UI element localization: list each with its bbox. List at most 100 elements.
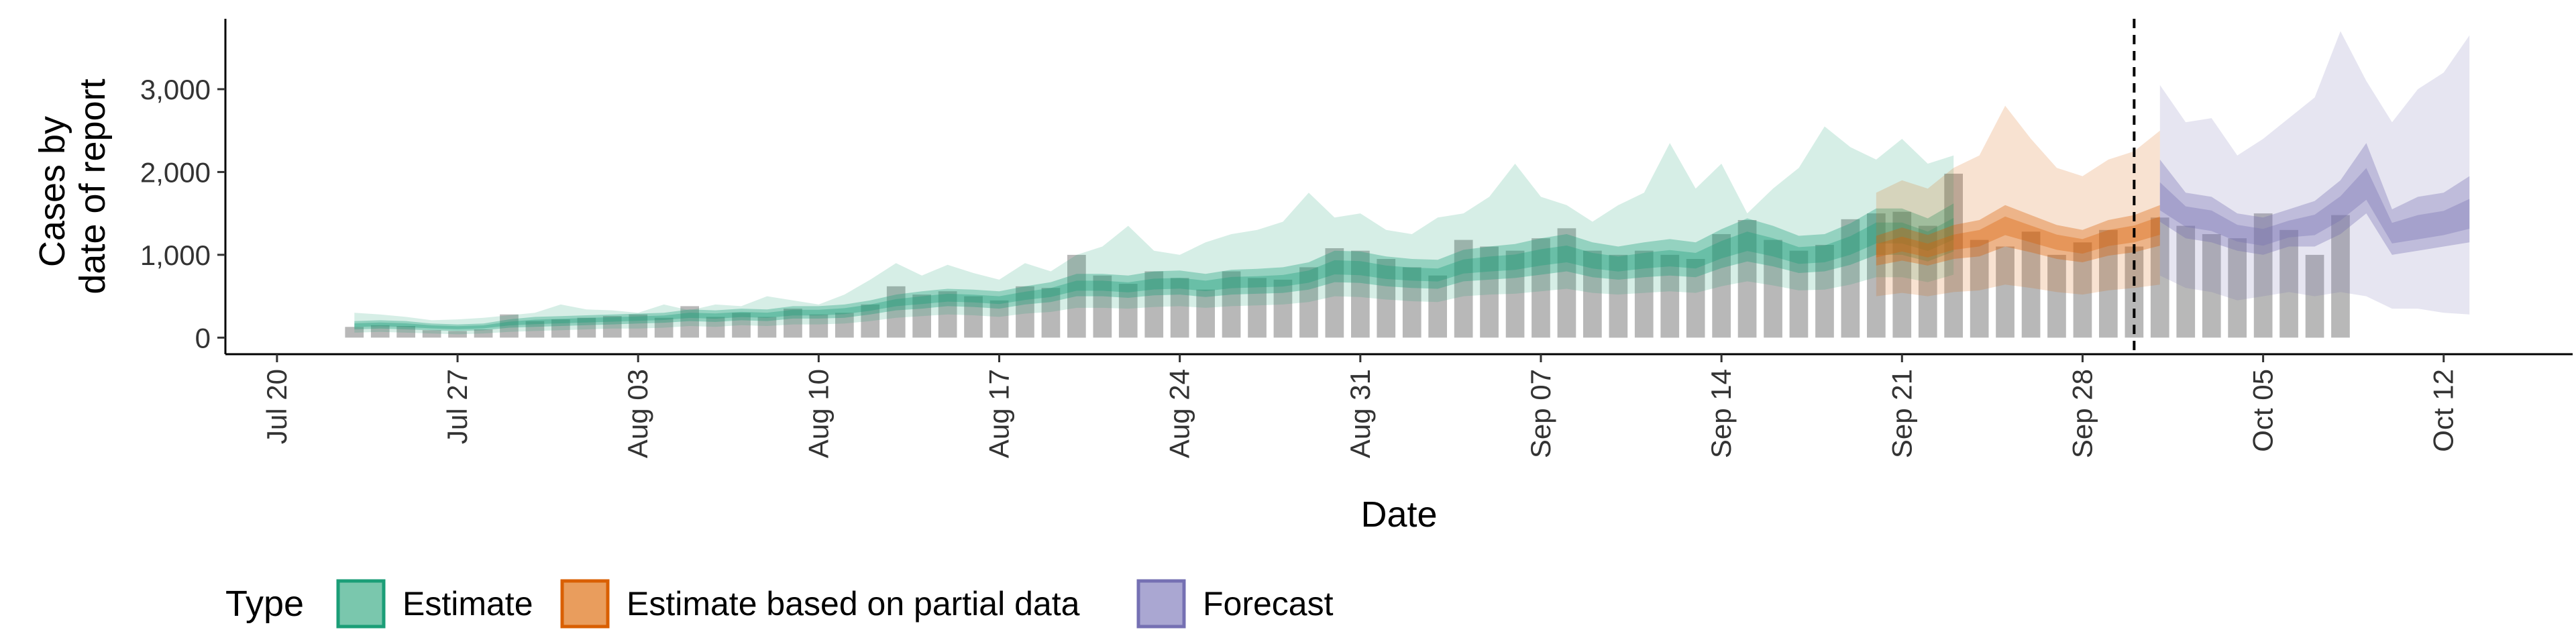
- estimate-based-on-partial-data-central-band: [1876, 216, 2160, 258]
- case-bar: [2228, 238, 2247, 338]
- case-bar: [784, 309, 802, 338]
- forecast-inner-band: [2159, 143, 2470, 255]
- legend-label: Forecast: [1203, 585, 1334, 623]
- case-bar: [1016, 286, 1034, 338]
- x-tick-label: Sep 14: [1705, 369, 1737, 458]
- x-tick-label: Sep 21: [1886, 369, 1917, 458]
- y-tick-label: 0: [195, 322, 211, 354]
- case-bar: [474, 329, 493, 338]
- case-bar: [2047, 254, 2066, 338]
- case-bar: [1634, 250, 1654, 338]
- x-axis-title: Date: [1360, 494, 1437, 535]
- case-bar: [2073, 242, 2092, 338]
- x-tick-label: Aug 03: [622, 369, 653, 458]
- forecast-central-band: [2159, 168, 2470, 246]
- case-bar: [1609, 254, 1628, 338]
- y-axis-title-line-1: Cases by: [32, 116, 72, 267]
- y-axis-title: Cases by date of report: [32, 78, 113, 294]
- case-bar: [809, 314, 828, 338]
- y-tick-label: 2,000: [140, 156, 211, 188]
- case-bar: [396, 326, 415, 338]
- case-bar: [1996, 246, 2015, 338]
- case-bar: [1170, 278, 1189, 338]
- case-bar: [1067, 254, 1086, 338]
- x-tick-label: Aug 24: [1164, 369, 1195, 458]
- case-bar: [1196, 289, 1215, 338]
- case-bar: [577, 317, 596, 338]
- case-bar: [1402, 267, 1421, 338]
- case-bar: [1377, 259, 1396, 338]
- case-bar: [1299, 267, 1318, 338]
- case-bar: [1583, 250, 1602, 338]
- x-tick-label: Jul 27: [441, 369, 473, 444]
- case-bar: [525, 321, 545, 338]
- case-bar: [1454, 239, 1473, 338]
- case-bar: [757, 317, 777, 338]
- legend-title: Type: [225, 584, 304, 624]
- case-bar: [1144, 271, 1164, 338]
- x-tick-label: Sep 28: [2066, 369, 2098, 458]
- case-bar: [1480, 246, 1499, 338]
- case-bar: [2021, 231, 2041, 338]
- x-tick-label: Sep 07: [1525, 369, 1556, 458]
- case-bar: [2150, 217, 2169, 338]
- case-bar: [2253, 213, 2273, 338]
- y-tick-label: 3,000: [140, 74, 211, 105]
- case-bar: [1737, 220, 1757, 338]
- case-bar: [1944, 173, 1963, 338]
- case-bar: [1118, 284, 1138, 338]
- case-bar: [886, 286, 906, 338]
- case-bar: [2331, 215, 2350, 338]
- case-bar: [1789, 250, 1809, 338]
- x-tick-label: Aug 31: [1344, 369, 1376, 458]
- case-bar: [1041, 288, 1061, 338]
- case-bar: [1557, 228, 1576, 338]
- legend-key: [560, 579, 610, 629]
- estimate-inner-band: [354, 203, 1954, 331]
- case-bar: [2305, 254, 2324, 338]
- legend: Type Estimate Estimate based on partial da…: [225, 579, 1334, 629]
- case-bar: [1712, 234, 1731, 338]
- legend-label: Estimate based on partial data: [627, 585, 1080, 623]
- case-bar: [938, 291, 957, 338]
- case-bar: [861, 304, 880, 338]
- case-bar: [345, 327, 364, 338]
- x-tick-label: Oct 05: [2247, 369, 2279, 452]
- forecast-outer-band: [2159, 31, 2470, 315]
- legend-key: [1136, 579, 1186, 629]
- case-bar: [1532, 238, 1550, 338]
- estimate-based-on-partial-data-inner-band: [1876, 205, 2160, 266]
- case-bar: [551, 319, 570, 338]
- x-tick-label: Oct 12: [2428, 369, 2459, 452]
- case-bar: [1970, 239, 1989, 338]
- case-bar: [1841, 219, 1860, 338]
- case-bar: [602, 316, 622, 338]
- x-tick-label: Aug 17: [983, 369, 1015, 458]
- case-bar: [706, 317, 725, 338]
- case-bar: [2202, 234, 2221, 338]
- case-bar: [1867, 213, 1886, 338]
- bands-layer: [354, 31, 2470, 335]
- case-bar: [1325, 248, 1344, 338]
- case-bar: [2279, 229, 2298, 338]
- case-bar: [422, 330, 441, 338]
- case-bar: [2176, 225, 2196, 338]
- case-bar: [1815, 245, 1834, 338]
- case-bar: [1248, 278, 1267, 338]
- legend-label: Estimate: [402, 585, 533, 623]
- case-bar: [629, 314, 648, 338]
- case-bar: [654, 317, 674, 338]
- case-bar: [912, 294, 931, 338]
- case-bar: [964, 296, 983, 338]
- case-bar: [989, 300, 1009, 338]
- estimate-outer-band: [354, 126, 1954, 335]
- y-tick-label: 1,000: [140, 239, 211, 271]
- x-tick-label: Jul 20: [261, 369, 292, 444]
- case-bar: [1505, 250, 1525, 338]
- case-bar: [835, 313, 854, 338]
- case-bar: [1660, 254, 1680, 338]
- case-bar: [500, 314, 519, 338]
- case-bar: [448, 331, 467, 338]
- y-axis-title-line-2: date of report: [72, 78, 113, 294]
